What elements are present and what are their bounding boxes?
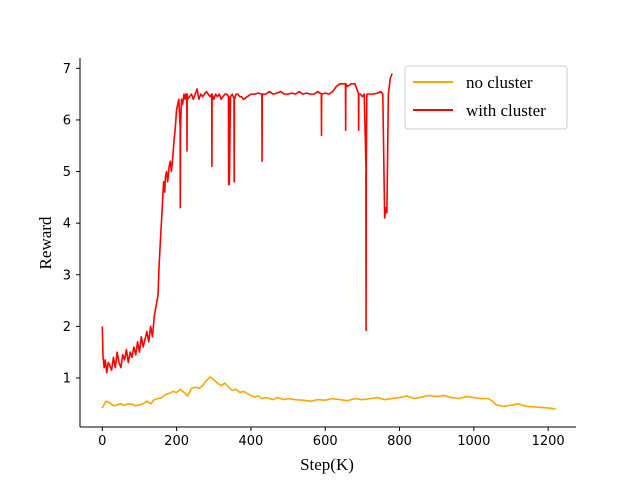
y-tick-label: 6	[63, 113, 71, 128]
x-tick-label: 400	[238, 434, 263, 449]
y-axis-title: Reward	[36, 216, 55, 269]
x-tick-label: 0	[98, 434, 106, 449]
series-lines	[101, 73, 556, 410]
y-tick-label: 3	[63, 268, 71, 283]
x-tick-label: 800	[387, 434, 412, 449]
x-axis-title: Step(K)	[300, 455, 354, 474]
y-tick-label: 5	[63, 165, 71, 180]
tick-labels: 0 200 400 600 800 1000 1200 1 2 3 4 5 6 7	[63, 62, 565, 449]
series-line-with-cluster	[101, 73, 393, 374]
legend-label-no-cluster: no cluster	[466, 73, 533, 92]
x-tick-label: 200	[164, 434, 189, 449]
legend-label-with-cluster: with cluster	[466, 101, 546, 120]
x-tick-label: 600	[313, 434, 338, 449]
y-tick-label: 2	[63, 320, 71, 335]
x-tick-label: 1200	[532, 434, 565, 449]
y-tick-label: 1	[63, 371, 71, 386]
y-tick-label: 4	[63, 217, 71, 232]
x-tick-label: 1000	[457, 434, 490, 449]
y-tick-label: 7	[63, 62, 71, 77]
legend: no cluster with cluster	[404, 65, 568, 130]
series-line-no-cluster	[101, 376, 556, 410]
